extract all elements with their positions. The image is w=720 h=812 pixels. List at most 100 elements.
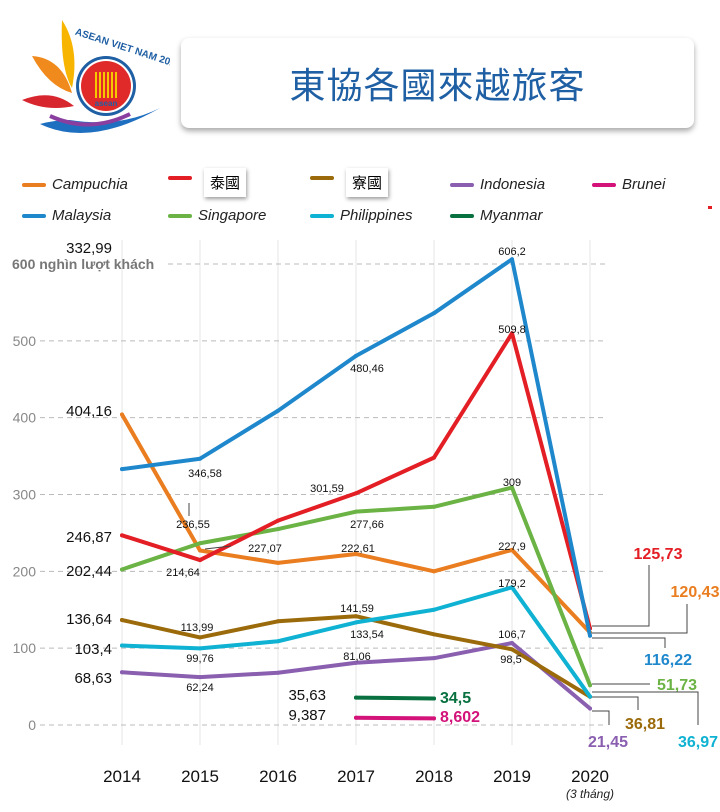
data-point-thailand (432, 455, 436, 460)
legend-label-singapore: Singapore (198, 207, 267, 224)
legend-label-myanmar: Myanmar (480, 207, 543, 224)
x-tick-label: 2015 (181, 767, 219, 786)
data-label-indonesia: 81,06 (343, 651, 371, 663)
leader-line (592, 604, 688, 634)
data-point-campuchia (432, 569, 436, 574)
legend-swatch (310, 176, 334, 180)
legend-swatch (450, 213, 474, 218)
data-label-thailand: 301,59 (310, 483, 344, 495)
data-label-campuchia: 120,43 (671, 584, 720, 601)
data-point-laos (276, 619, 280, 624)
data-point-campuchia (354, 551, 358, 556)
legend-item-philippines: Philippines (310, 207, 413, 224)
data-label-laos: 98,5 (500, 654, 521, 666)
data-point-indonesia (432, 656, 436, 661)
x-tick-label: 2016 (259, 767, 297, 786)
asean-vietnam-2020-logo: asean ASEAN VIET NAM 2020 (10, 8, 183, 148)
data-point-indonesia (354, 660, 358, 665)
leader-line (592, 691, 699, 725)
data-label-singapore: 51,73 (657, 677, 697, 694)
data-label-indonesia: 68,63 (74, 670, 112, 687)
data-point-thailand (198, 558, 202, 563)
data-point-myanmar (354, 695, 358, 700)
legend-item-campuchia: Campuchia (22, 176, 128, 193)
page-title: 東協各國來越旅客 (289, 66, 586, 107)
legend-swatch (592, 182, 616, 187)
data-point-thailand (510, 331, 514, 336)
data-point-brunei (354, 715, 358, 720)
data-point-malaysia (588, 633, 592, 638)
data-label-philippines: 99,76 (186, 653, 214, 665)
data-point-indonesia (510, 641, 514, 646)
y-tick-label: 300 (13, 487, 37, 503)
series-line-brunei (354, 715, 436, 721)
data-point-singapore (432, 504, 436, 509)
data-point-singapore (588, 683, 592, 688)
legend-item-myanmar: Myanmar (450, 207, 543, 224)
data-point-thailand (354, 491, 358, 496)
data-point-indonesia (276, 670, 280, 675)
data-point-campuchia (276, 560, 280, 565)
data-label-thailand: 509,8 (498, 324, 526, 336)
logo-emblem-text: asean (95, 99, 118, 108)
data-label-indonesia: 106,7 (498, 629, 526, 641)
leader-line (592, 696, 639, 710)
x-tick-label: 2020 (571, 767, 609, 786)
data-point-myanmar (432, 696, 436, 701)
data-label-laos: 141,59 (340, 603, 374, 615)
data-point-singapore (120, 567, 124, 572)
legend-item-thailand (168, 176, 198, 180)
data-point-malaysia (432, 311, 436, 316)
data-point-philippines (510, 585, 514, 590)
y-tick-label: 400 (13, 410, 37, 426)
data-point-campuchia (510, 547, 514, 552)
legend-swatch (22, 182, 46, 187)
data-label-campuchia: 404,16 (66, 403, 112, 420)
data-point-singapore (276, 527, 280, 532)
data-point-philippines (198, 646, 202, 651)
data-label-myanmar: 34,5 (440, 690, 471, 707)
legend-label-malaysia: Malaysia (52, 207, 112, 224)
leader-line (204, 545, 232, 550)
data-point-philippines (354, 620, 358, 625)
data-point-laos (354, 614, 358, 619)
legend-swatch (22, 213, 46, 218)
data-point-campuchia (120, 412, 124, 417)
data-point-singapore (510, 485, 514, 490)
data-point-indonesia (198, 675, 202, 680)
legend-label-thailand: 泰國 (204, 168, 247, 197)
stray-mark (708, 206, 712, 209)
data-label-thailand: 246,87 (66, 529, 112, 546)
data-label-laos: 136,64 (66, 611, 112, 628)
data-label-campuchia: 222,61 (341, 543, 375, 555)
data-label-campuchia: 227,9 (498, 541, 526, 553)
data-label-indonesia: 62,24 (186, 682, 214, 694)
x-tick-label: 2014 (103, 767, 141, 786)
x-tick-label: 2018 (415, 767, 453, 786)
legend-swatch (450, 182, 474, 187)
data-point-malaysia (510, 257, 514, 262)
data-label-malaysia: 346,58 (188, 468, 222, 480)
data-label-myanmar: 35,63 (288, 687, 326, 704)
data-point-indonesia (120, 670, 124, 675)
data-label-philippines: 179,2 (498, 578, 526, 590)
data-label-malaysia: 480,46 (350, 363, 384, 375)
leader-line (592, 710, 610, 725)
legend-swatch (310, 213, 334, 218)
legend-item-malaysia: Malaysia (22, 207, 111, 224)
data-point-philippines (276, 639, 280, 644)
legend-label-campuchia: Campuchia (52, 176, 128, 193)
data-point-indonesia (588, 706, 592, 711)
data-label-laos: 36,81 (625, 716, 665, 733)
data-label-singapore: 236,55 (176, 519, 210, 531)
data-label-singapore: 202,44 (66, 563, 112, 580)
data-point-campuchia (198, 548, 202, 553)
x-tick-label: 2017 (337, 767, 375, 786)
data-point-laos (198, 635, 202, 640)
data-label-malaysia: 116,22 (644, 652, 692, 669)
data-label-philippines: 36,97 (678, 734, 718, 751)
y-tick-label: 100 (13, 640, 37, 656)
data-point-singapore (354, 509, 358, 514)
data-point-malaysia (276, 408, 280, 413)
